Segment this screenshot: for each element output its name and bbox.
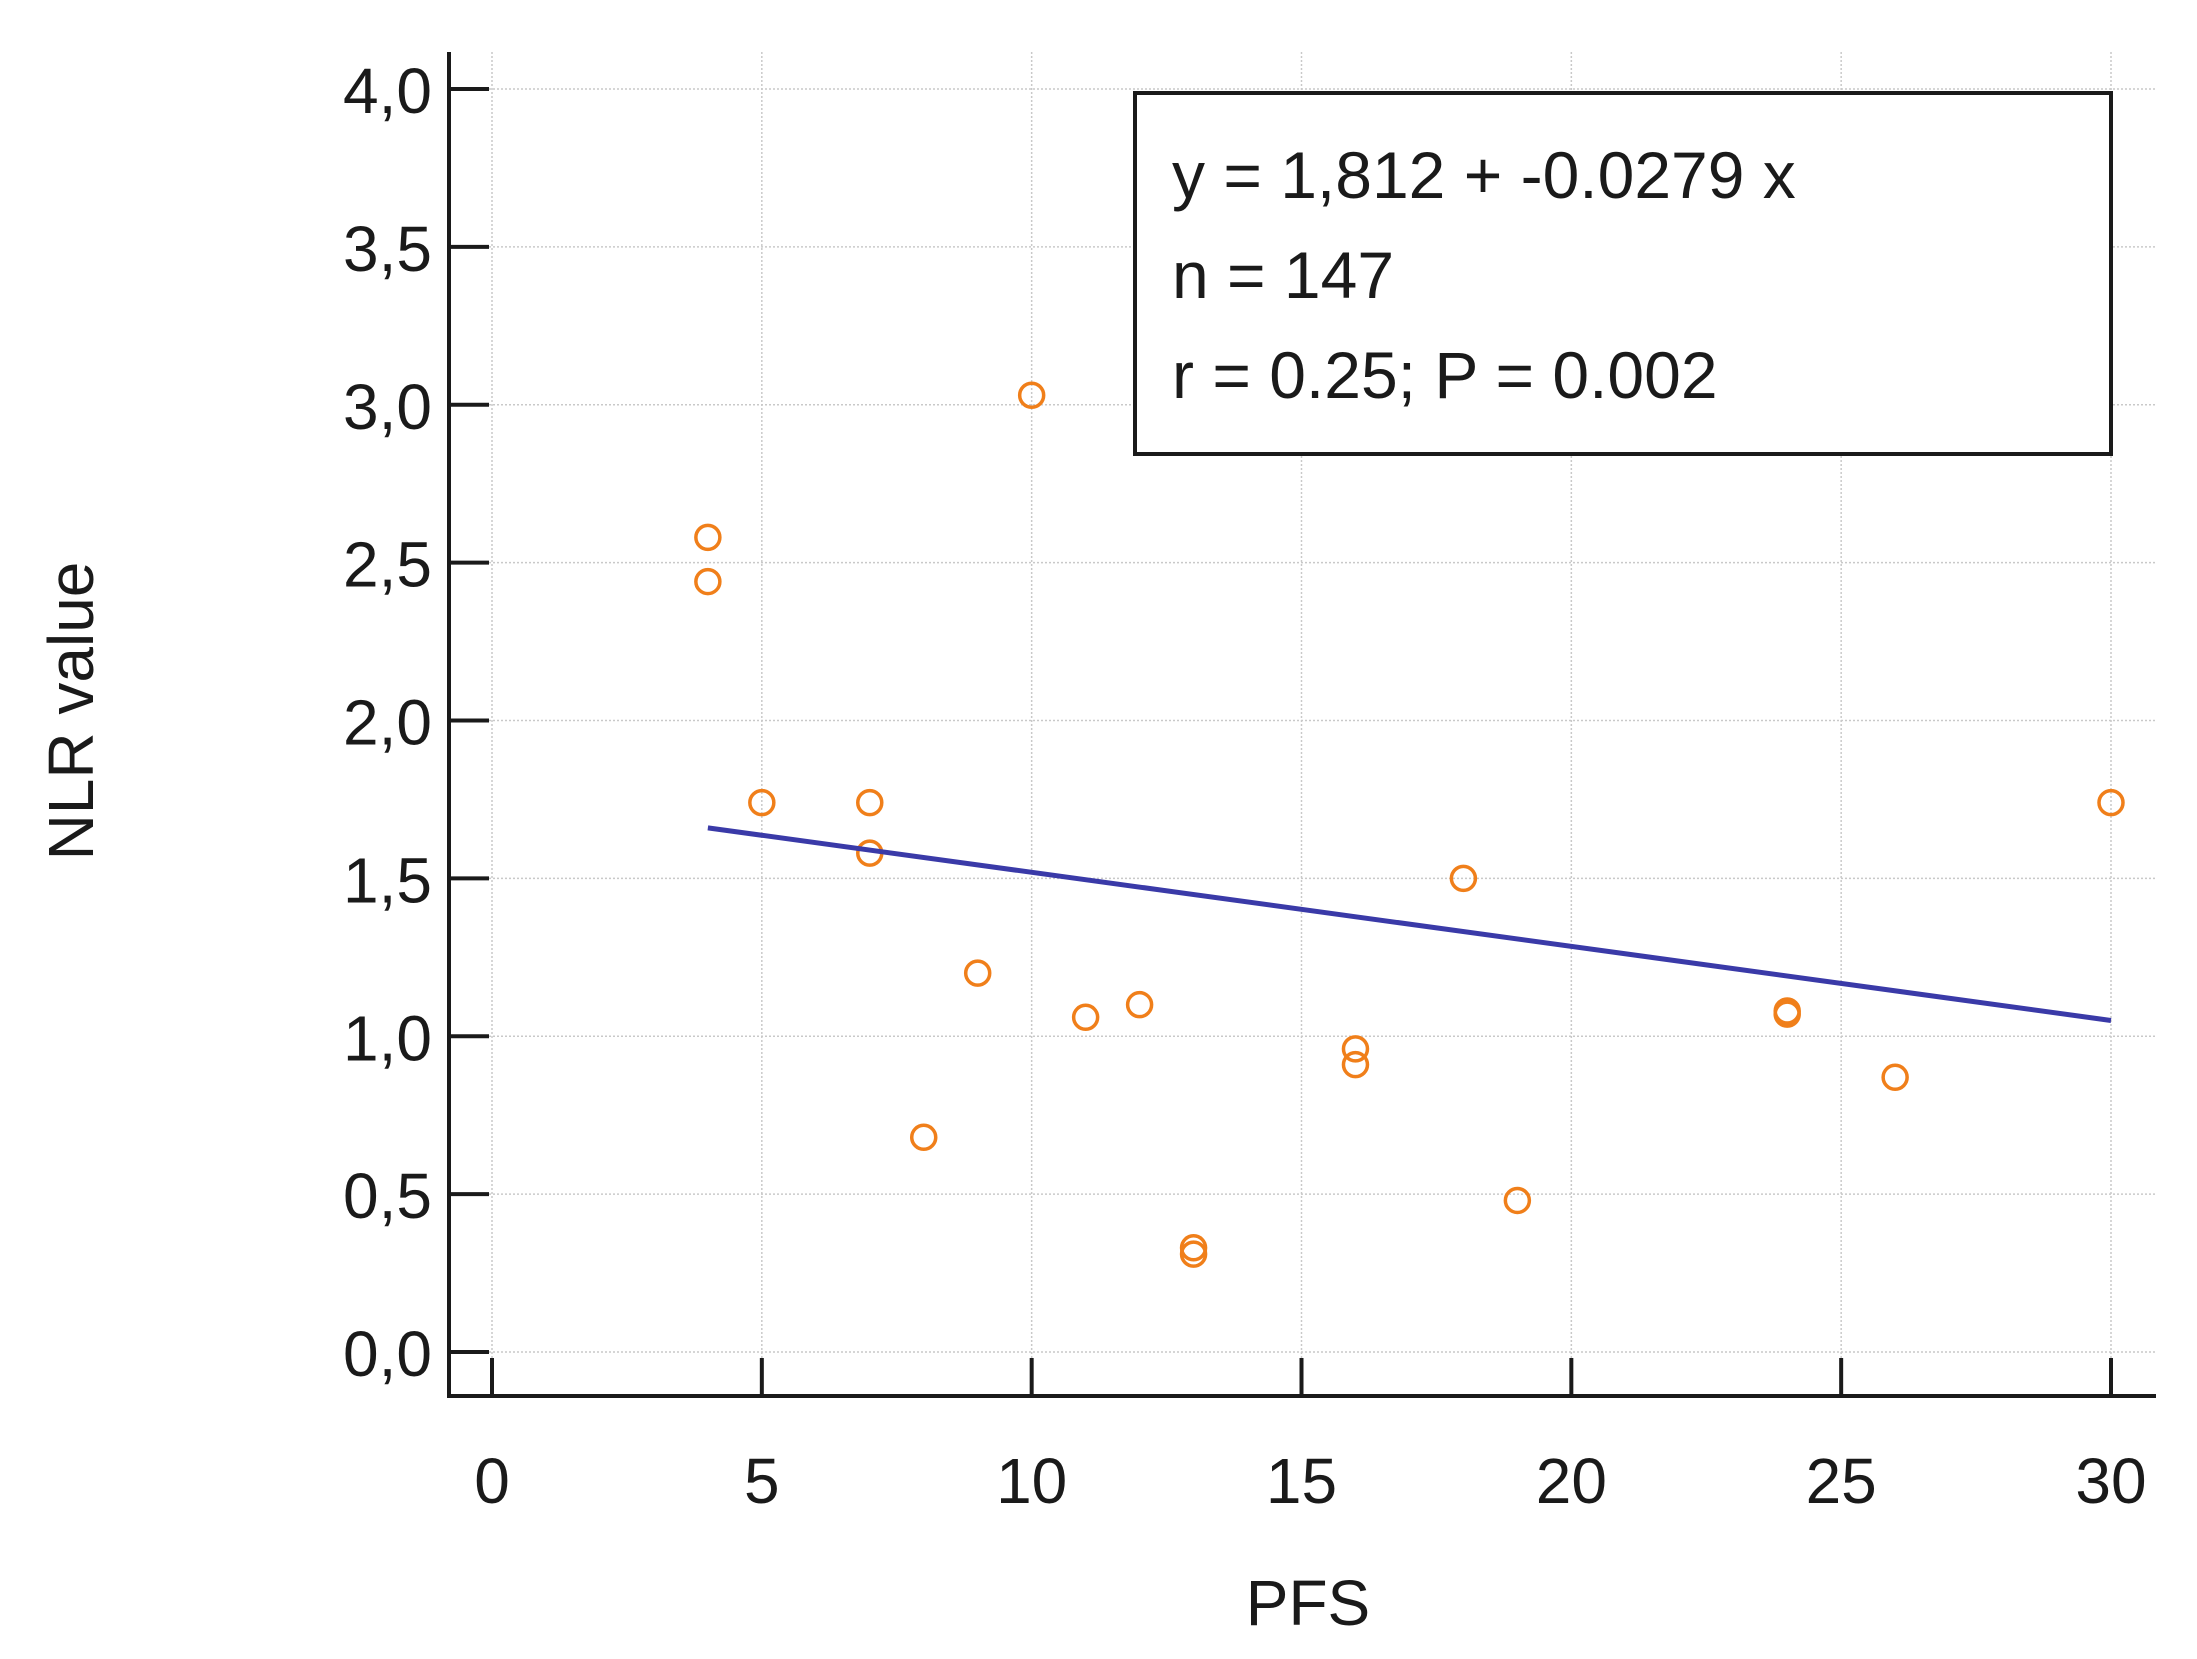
annotation-box: y = 1,812 + -0.0279 x n = 147 r = 0.25; …: [1133, 91, 2113, 456]
data-series: [694, 381, 2125, 1268]
scatter-point: [1125, 990, 1154, 1019]
y-tick-label: 1,5: [343, 844, 432, 916]
scatter-point: [963, 959, 992, 987]
scatter-point: [1179, 1240, 1208, 1268]
axes: [447, 52, 2156, 1398]
scatter-point: [856, 788, 884, 817]
annotation-n: n = 147: [1172, 238, 1394, 312]
x-tick-label: 25: [1806, 1445, 1877, 1517]
annotation-r-p: r = 0.25; P = 0.002: [1172, 338, 1718, 412]
annotation-frame: [1133, 91, 2113, 456]
x-tick-label: 5: [744, 1445, 780, 1517]
scatter-point: [1503, 1186, 1532, 1215]
tick-labels: 0 5 10 15 20 25 30 0,0 0,5 1,0 1,5 2,0 2,5 3,0 3,5 4,0: [343, 55, 2147, 1517]
x-tick-label: 10: [996, 1445, 1067, 1517]
scatter-point: [694, 567, 722, 596]
scatter-point: [909, 1123, 938, 1152]
y-tick-label: 1,0: [343, 1002, 432, 1074]
scatter-point: [1881, 1063, 1909, 1092]
annotation-equation: y = 1,812 + -0.0279 x: [1172, 138, 1796, 212]
scatter-point: [694, 523, 722, 552]
y-axis-title: NLR value: [35, 562, 107, 861]
y-tick-label: 4,0: [343, 55, 432, 127]
scatter-point: [748, 788, 776, 817]
y-tick-label: 2,0: [343, 687, 432, 759]
y-tick-label: 2,5: [343, 529, 432, 601]
regression-line: [707, 825, 2112, 1023]
x-tick-label: 0: [474, 1445, 510, 1517]
x-tick-label: 30: [2075, 1445, 2146, 1517]
x-tick-label: 15: [1266, 1445, 1337, 1517]
regression-layer: [707, 825, 2112, 1023]
y-tick-label: 0,0: [343, 1318, 432, 1390]
y-tick-label: 3,5: [343, 213, 432, 285]
y-tick-label: 3,0: [343, 371, 432, 443]
scatter-point: [1017, 381, 1046, 410]
scatter-point: [1071, 1003, 1100, 1032]
scatter-point: [1341, 1035, 1370, 1063]
gridlines: [449, 52, 2156, 1396]
x-axis-title: PFS: [1246, 1567, 1370, 1639]
scatter-point: [2097, 788, 2125, 817]
x-tick-label: 20: [1536, 1445, 1607, 1517]
scatter-point: [1341, 1050, 1370, 1079]
y-tick-label: 0,5: [343, 1160, 432, 1232]
scatter-point: [1449, 864, 1478, 893]
scatter-point: [1773, 1000, 1801, 1028]
